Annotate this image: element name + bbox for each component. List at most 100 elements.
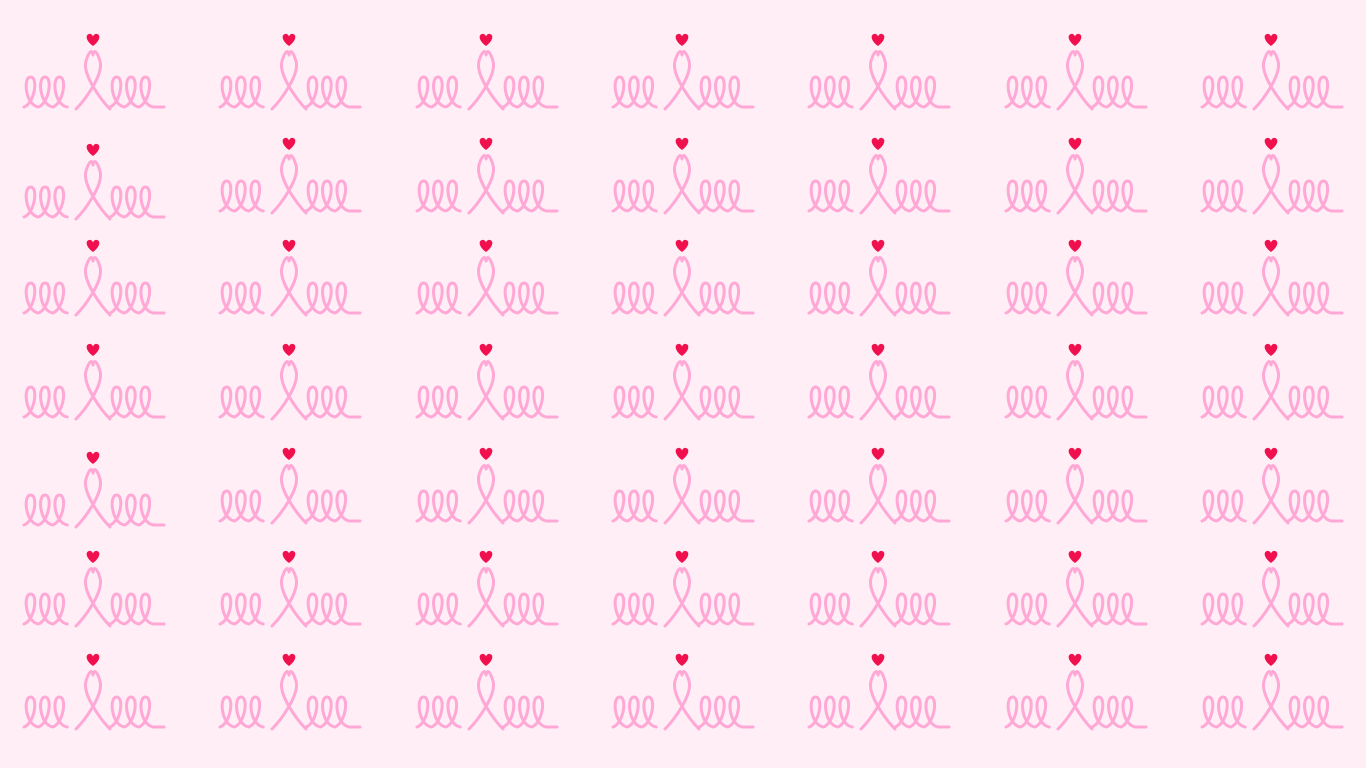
ribbon-center bbox=[270, 360, 308, 421]
ribbon-curl-left bbox=[218, 75, 265, 109]
ribbon-heart-icon bbox=[1200, 137, 1344, 215]
ribbon-curl-left bbox=[1004, 75, 1051, 109]
ribbon-heart-icon bbox=[1200, 550, 1344, 628]
ribbon-curl-right bbox=[1090, 179, 1147, 213]
ribbon-curl-left bbox=[1200, 695, 1247, 729]
ribbon-heart-icon bbox=[807, 239, 951, 317]
heart-icon bbox=[871, 137, 885, 150]
ribbon-center bbox=[270, 464, 308, 525]
pattern-motif bbox=[216, 651, 362, 735]
heart-icon bbox=[479, 343, 492, 356]
ribbon-curl-left bbox=[1200, 179, 1247, 213]
ribbon-heart-icon bbox=[1004, 137, 1147, 215]
ribbon-center bbox=[270, 154, 308, 215]
ribbon-curl-right bbox=[501, 489, 559, 523]
pattern-motif bbox=[805, 135, 951, 219]
ribbon-curl-left bbox=[807, 489, 854, 523]
heart-icon bbox=[1068, 343, 1081, 356]
ribbon-heart-icon bbox=[22, 653, 166, 731]
heart-icon bbox=[675, 343, 689, 356]
ribbon-curl-left bbox=[218, 385, 265, 419]
pattern-motif bbox=[805, 548, 951, 632]
heart-icon bbox=[871, 343, 885, 356]
ribbon-center bbox=[270, 50, 308, 111]
ribbon-curl-left bbox=[218, 179, 265, 213]
heart-icon bbox=[1264, 653, 1278, 666]
pattern-motif bbox=[1002, 135, 1148, 219]
heart-icon bbox=[86, 33, 100, 46]
ribbon-heart-icon bbox=[415, 653, 559, 731]
pattern-motif bbox=[20, 141, 166, 225]
ribbon-curl-right bbox=[697, 592, 755, 626]
pattern-motif bbox=[20, 651, 166, 735]
ribbon-center bbox=[467, 50, 505, 111]
ribbon-center bbox=[1056, 50, 1093, 111]
ribbon-curl-right bbox=[108, 385, 166, 419]
heart-icon bbox=[675, 550, 689, 563]
ribbon-curl-right bbox=[304, 281, 362, 315]
ribbon-curl-left bbox=[22, 592, 69, 626]
ribbon-curl-right bbox=[304, 179, 362, 213]
ribbon-curl-right bbox=[893, 592, 951, 626]
ribbon-heart-icon bbox=[807, 550, 951, 628]
ribbon-curl-left bbox=[807, 695, 854, 729]
pattern-motif bbox=[1002, 341, 1148, 425]
pattern-motif bbox=[1198, 548, 1344, 632]
ribbon-heart-icon bbox=[1004, 343, 1147, 421]
ribbon-curl-right bbox=[304, 385, 362, 419]
pattern-motif bbox=[20, 449, 166, 533]
ribbon-heart-icon bbox=[415, 447, 559, 525]
ribbon-heart-icon bbox=[1200, 239, 1344, 317]
heart-icon bbox=[675, 447, 689, 460]
ribbon-heart-icon bbox=[807, 33, 951, 111]
ribbon-center bbox=[859, 670, 897, 731]
heart-icon bbox=[479, 137, 492, 150]
ribbon-curl-left bbox=[807, 592, 854, 626]
heart-icon bbox=[282, 653, 296, 666]
ribbon-curl-left bbox=[415, 489, 462, 523]
ribbon-curl-right bbox=[108, 185, 166, 219]
ribbon-center bbox=[663, 670, 701, 731]
ribbon-center bbox=[859, 464, 897, 525]
heart-icon bbox=[86, 343, 100, 356]
heart-icon bbox=[282, 239, 296, 252]
heart-icon bbox=[871, 550, 885, 563]
ribbon-heart-icon bbox=[807, 447, 951, 525]
heart-icon bbox=[86, 143, 100, 156]
pattern-motif bbox=[805, 445, 951, 529]
ribbon-center bbox=[74, 567, 112, 628]
ribbon-center bbox=[1056, 154, 1093, 215]
ribbon-center bbox=[1056, 360, 1093, 421]
ribbon-heart-icon bbox=[415, 33, 559, 111]
ribbon-curl-left bbox=[611, 75, 658, 109]
pattern-motif bbox=[609, 548, 755, 632]
ribbon-center bbox=[1056, 256, 1093, 317]
ribbon-curl-right bbox=[1090, 695, 1147, 729]
ribbon-heart-icon bbox=[22, 33, 166, 111]
heart-icon bbox=[1264, 550, 1278, 563]
ribbon-curl-left bbox=[22, 695, 69, 729]
heart-icon bbox=[479, 653, 492, 666]
pattern-motif bbox=[1002, 445, 1148, 529]
ribbon-curl-right bbox=[893, 385, 951, 419]
ribbon-curl-right bbox=[697, 695, 755, 729]
pattern-motif bbox=[20, 237, 166, 321]
ribbon-heart-icon bbox=[1200, 653, 1344, 731]
ribbon-curl-left bbox=[218, 695, 265, 729]
ribbon-center bbox=[1056, 670, 1093, 731]
ribbon-curl-left bbox=[807, 75, 854, 109]
pattern-motif bbox=[20, 548, 166, 632]
ribbon-heart-icon bbox=[22, 143, 166, 221]
ribbon-curl-right bbox=[893, 179, 951, 213]
heart-icon bbox=[1068, 137, 1081, 150]
heart-icon bbox=[86, 653, 100, 666]
ribbon-heart-icon bbox=[611, 343, 755, 421]
ribbon-curl-right bbox=[501, 695, 559, 729]
heart-icon bbox=[675, 33, 689, 46]
ribbon-center bbox=[74, 468, 112, 529]
ribbon-curl-right bbox=[108, 281, 166, 315]
heart-icon bbox=[282, 33, 296, 46]
ribbon-center bbox=[1056, 464, 1093, 525]
ribbon-heart-icon bbox=[22, 550, 166, 628]
pattern-motif bbox=[805, 651, 951, 735]
